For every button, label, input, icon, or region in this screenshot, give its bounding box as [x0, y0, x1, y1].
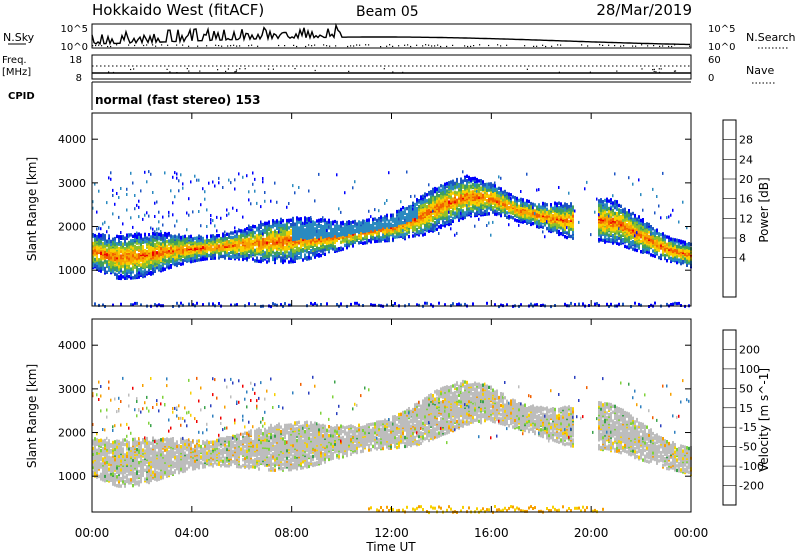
power-colorbar-tick: 8 [739, 232, 746, 245]
power-colorbar-tick: 24 [739, 153, 753, 166]
power-colorbar-tick: 20 [739, 173, 753, 186]
velocity-colorbar-tick: -50 [739, 441, 757, 454]
velocity-colorbar-tick: -100 [739, 460, 764, 473]
beam-title: Beam 05 [356, 4, 419, 20]
power-ytick-label: 4000 [58, 133, 86, 146]
velocity-colorbar-tick: 15 [739, 402, 753, 415]
noise-sky-trace [91, 22, 690, 46]
time-tick-label: 04:00 [175, 526, 210, 540]
velocity-colorbar-tick: 50 [739, 382, 753, 395]
noise-right-label: N.Search [746, 31, 796, 44]
time-tick-label: 12:00 [374, 526, 409, 540]
velocity-colorbar-tick: 100 [739, 363, 760, 376]
velocity-panel: 1000 2000 3000 4000 Slant Range [km] 200 100… [25, 113, 771, 554]
power-ytick-label: 1000 [58, 264, 86, 277]
velocity-colorbar-label: Velocity [m s^-1] [757, 368, 771, 472]
time-tick-label: 00:00 [75, 526, 110, 540]
noise-search-trace [92, 44, 691, 48]
time-tick-label: 20:00 [574, 526, 609, 540]
nave-label: Nave [746, 64, 774, 77]
time-tick-label: 08:00 [274, 526, 309, 540]
time-tick-label: 00:00 [674, 526, 709, 540]
power-colorbar-tick: 4 [739, 252, 746, 265]
noise-right-tick-top: 10^5 [708, 24, 735, 35]
noise-left-label: N.Sky [3, 31, 35, 44]
freq-right-tick-top: 60 [708, 55, 721, 66]
velocity-ytick-label: 3000 [58, 383, 86, 396]
power-colorbar-tick: 16 [739, 193, 753, 206]
freq-left-tick-top: 18 [69, 55, 82, 66]
noise-left-tick-top: 10^5 [61, 24, 88, 35]
noise-panel: N.Sky 10^5 10^0 10^5 10^0 N.Search [3, 22, 796, 53]
power-colorbar-tick: 28 [739, 134, 753, 147]
velocity-echo-cells [92, 375, 692, 515]
velocity-ylabel: Slant Range [km] [25, 364, 39, 468]
freq-panel: Freq. [MHz] 18 8 60 0 Nave [2, 54, 776, 84]
power-ytick-label: 3000 [58, 177, 86, 190]
date-title: 28/Mar/2019 [596, 1, 692, 19]
power-echo-cells [92, 170, 692, 309]
freq-left-label-1: Freq. [2, 55, 27, 66]
time-xlabel: Time UT [365, 540, 416, 554]
noise-left-tick-bottom: 10^0 [61, 42, 88, 53]
velocity-ytick-label: 1000 [58, 470, 86, 483]
power-colorbar-tick: 12 [739, 212, 753, 225]
station-title: Hokkaido West (fitACF) [92, 1, 264, 19]
velocity-ytick-label: 2000 [58, 427, 86, 440]
cpid-label: CPID [8, 91, 35, 102]
freq-trace [108, 68, 677, 74]
freq-left-tick-bottom: 8 [76, 73, 82, 84]
power-ylabel: Slant Range [km] [25, 157, 39, 261]
velocity-colorbar-tick: 200 [739, 343, 760, 356]
time-tick-label: 16:00 [474, 526, 509, 540]
freq-right-tick-bottom: 0 [708, 73, 714, 84]
cpid-value: normal (fast stereo) 153 [95, 93, 261, 107]
velocity-ytick-label: 4000 [58, 339, 86, 352]
velocity-colorbar-tick: -15 [739, 421, 757, 434]
power-panel: 1000 2000 3000 4000 Slant Range [km] 28 24 20… [25, 112, 771, 309]
power-colorbar-label: Power [dB] [757, 177, 771, 242]
power-ytick-label: 2000 [58, 221, 86, 234]
noise-right-tick-bottom: 10^0 [708, 42, 735, 53]
velocity-colorbar-tick: -200 [739, 480, 764, 493]
cpid-panel: CPID normal (fast stereo) 153 [8, 81, 691, 110]
freq-left-label-2: [MHz] [2, 67, 31, 78]
